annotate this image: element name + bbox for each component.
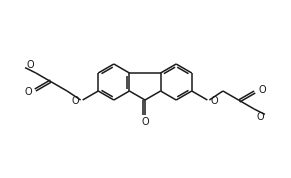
Text: O: O: [24, 87, 32, 97]
Text: O: O: [211, 96, 219, 106]
Text: O: O: [258, 85, 266, 95]
Text: O: O: [26, 60, 34, 70]
Text: O: O: [141, 117, 149, 127]
Text: O: O: [256, 112, 264, 122]
Text: O: O: [72, 96, 79, 106]
